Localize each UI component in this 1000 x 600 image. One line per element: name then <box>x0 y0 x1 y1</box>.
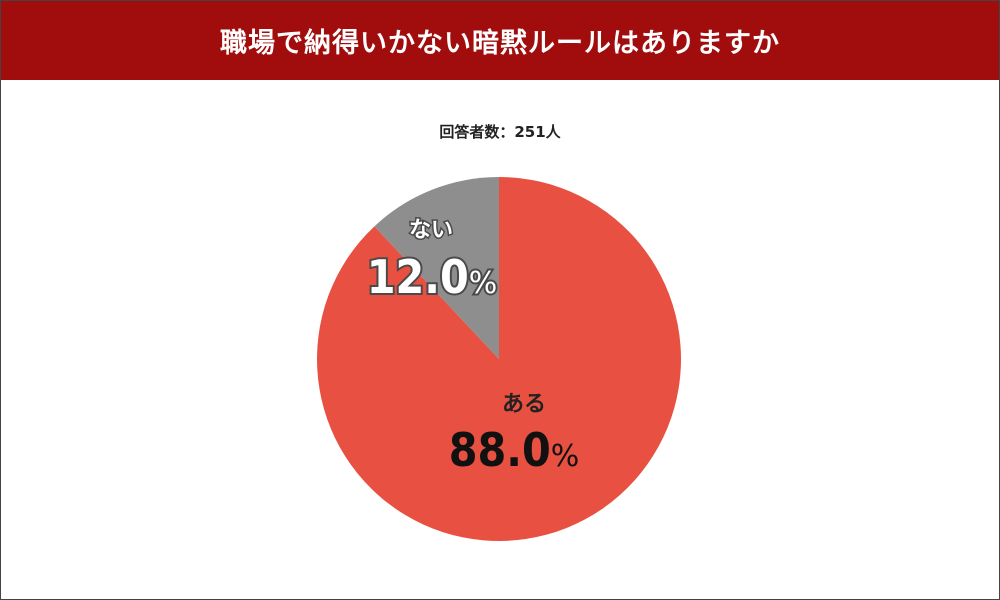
title-bar: 職場で納得いかない暗黙ルールはありますか <box>1 1 999 80</box>
chart-title: 職場で納得いかない暗黙ルールはありますか <box>220 28 780 59</box>
slice-category-label: ある <box>502 392 546 417</box>
slice-value-label: 12.0% <box>367 250 498 304</box>
pie-slice-yes <box>317 177 682 541</box>
slice-category-label: ない <box>409 218 453 243</box>
pie-slice-no <box>374 177 499 359</box>
slice-value-label: 88.0% <box>449 423 580 477</box>
respondent-count: 回答者数：251人 <box>439 123 561 141</box>
